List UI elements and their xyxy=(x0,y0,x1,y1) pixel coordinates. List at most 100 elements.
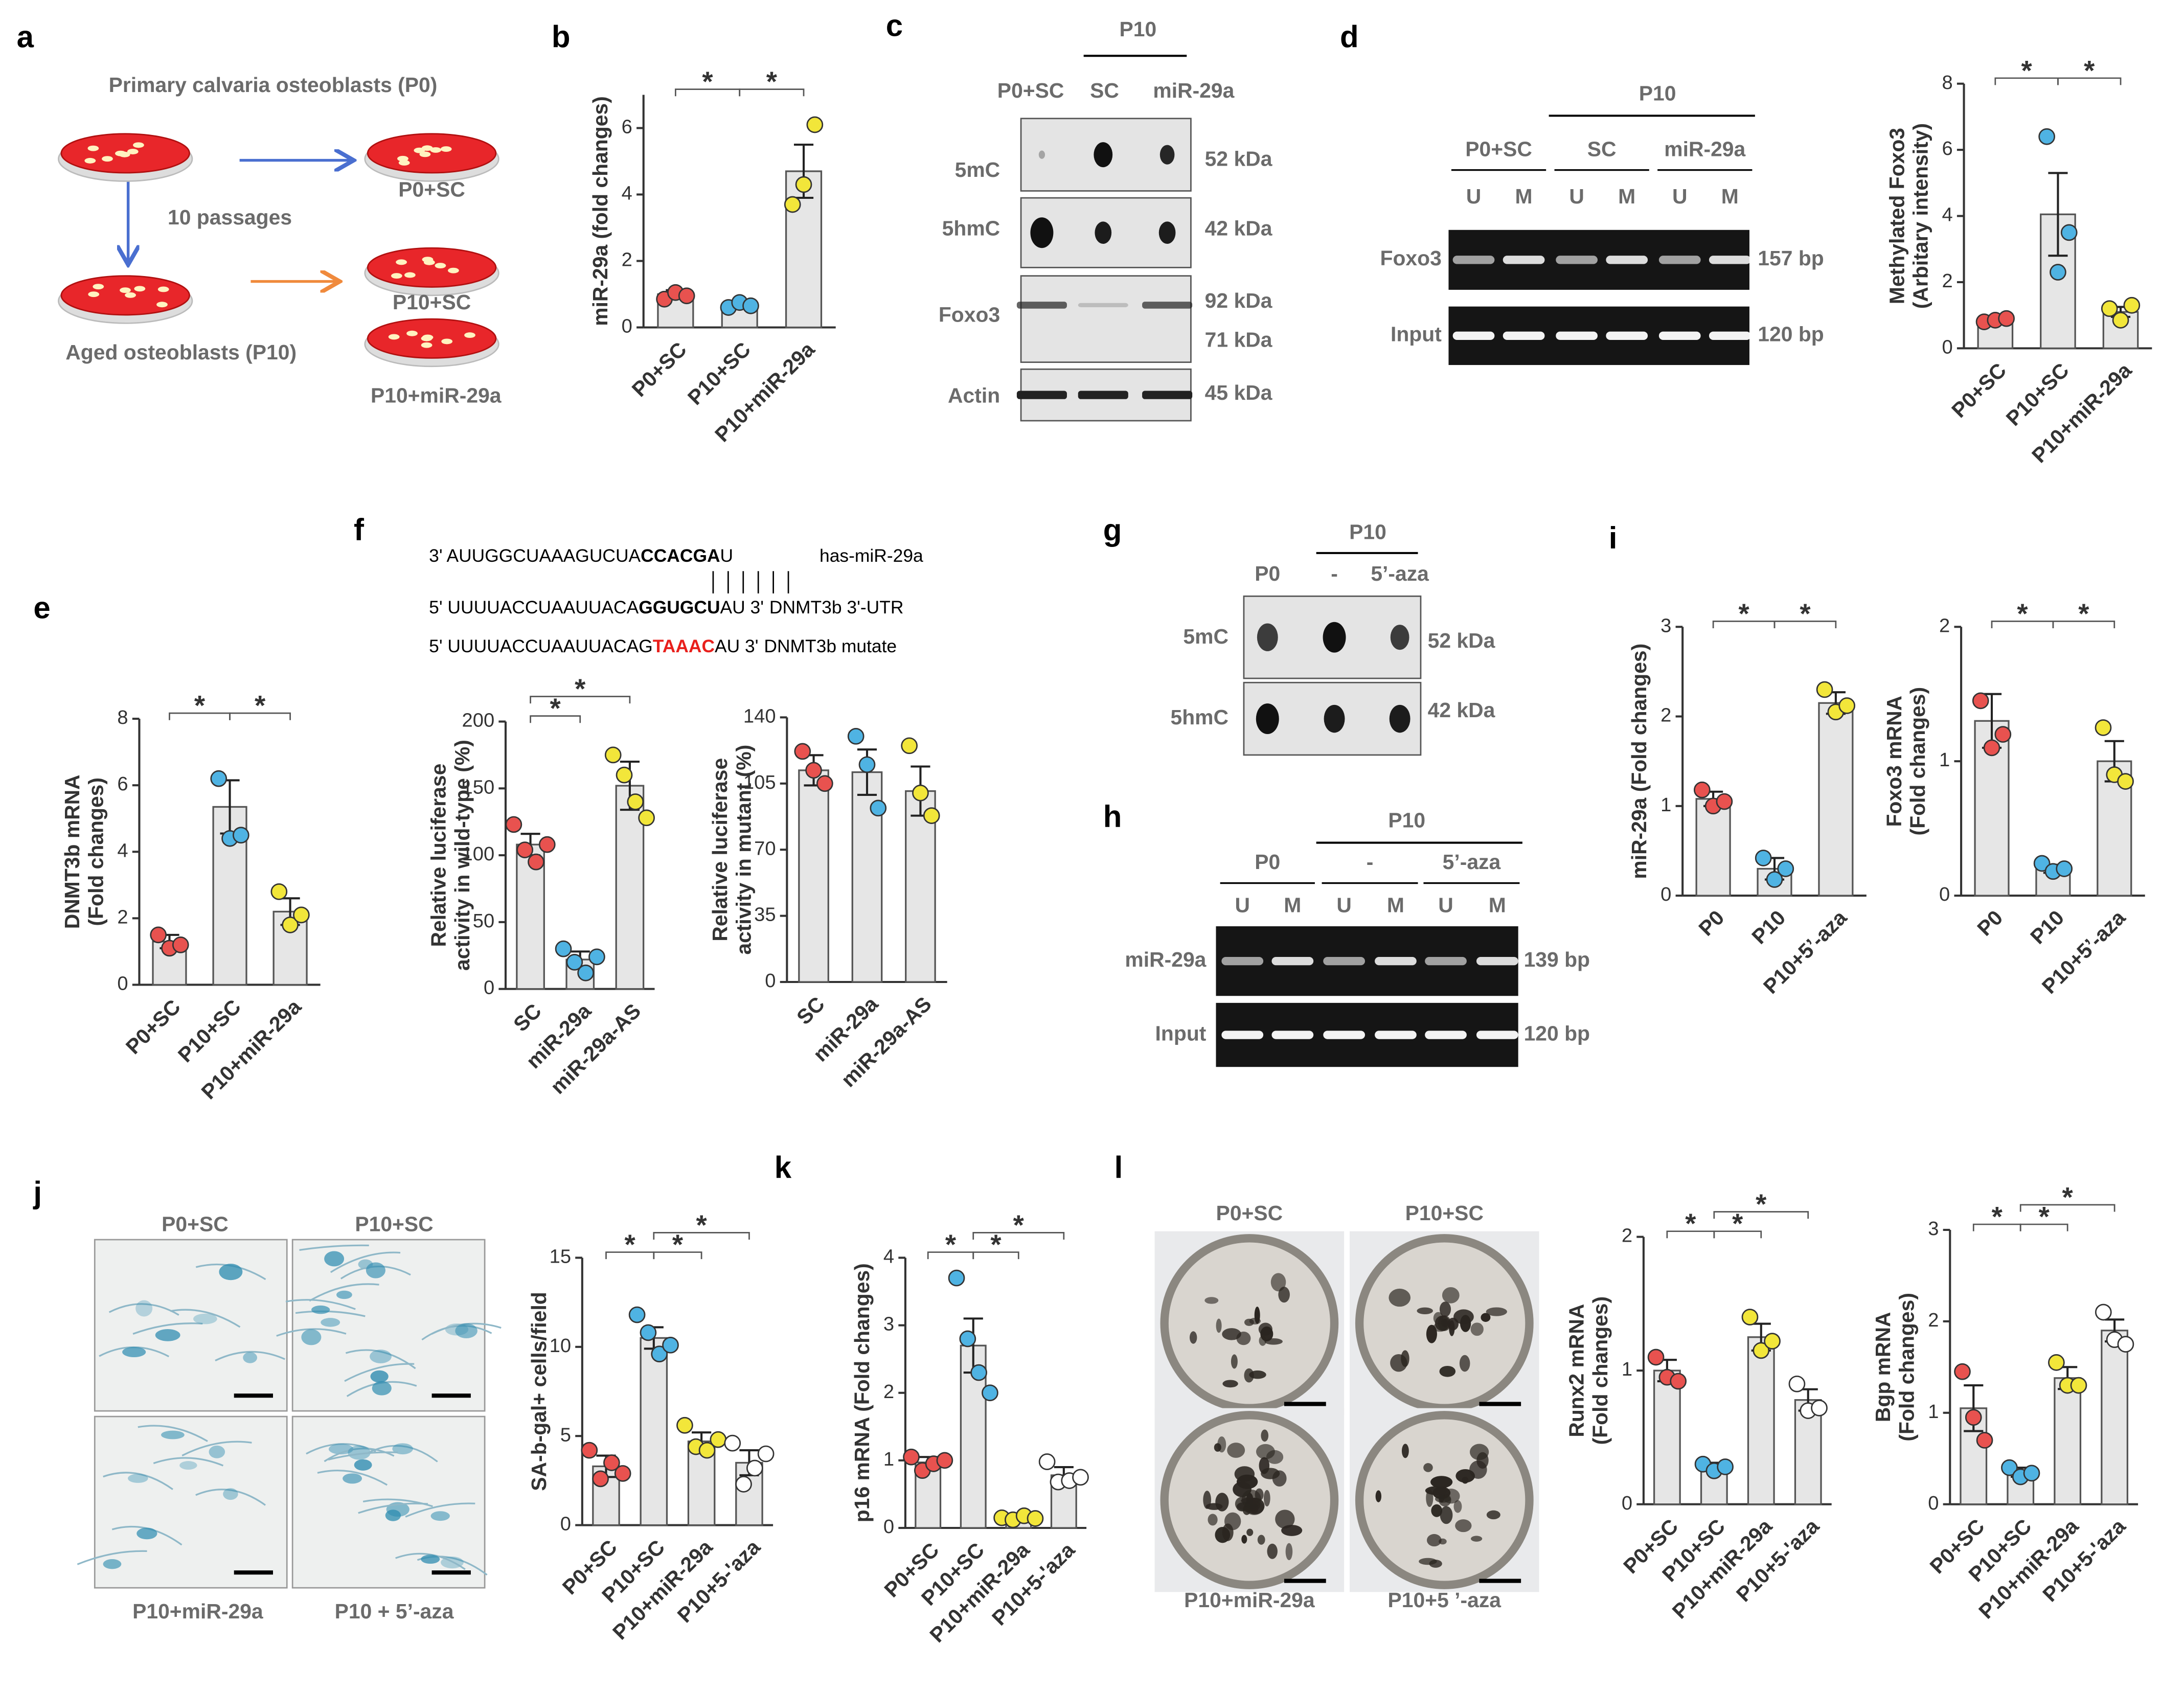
group-label: P10+miR-29a xyxy=(371,384,502,407)
y-axis-label: (Fold changes) xyxy=(1895,1293,1918,1442)
cell xyxy=(134,286,146,292)
y-tick-label: 3 xyxy=(883,1313,894,1335)
x-tick-label: P0 xyxy=(1972,906,2007,941)
bar xyxy=(2101,1330,2129,1505)
y-tick-label: 4 xyxy=(622,182,632,204)
data-point xyxy=(912,784,929,802)
y-tick-label: 1 xyxy=(883,1448,894,1470)
y-tick-label: 3 xyxy=(1928,1218,1939,1240)
significance-label: * xyxy=(575,673,586,704)
cell xyxy=(348,1445,371,1460)
significance-bracket xyxy=(653,1251,702,1260)
data-point xyxy=(678,287,695,305)
data-point xyxy=(2095,1304,2112,1321)
significance-label: * xyxy=(2062,1181,2074,1213)
image-label: P10+miR-29a xyxy=(1184,1588,1315,1612)
y-tick-label: 3 xyxy=(1660,614,1671,636)
data-point xyxy=(698,1442,716,1459)
colony xyxy=(1241,1535,1247,1544)
sequence-part: 5' UUUUACCUAAUUACA xyxy=(429,597,639,618)
colony xyxy=(1440,1506,1453,1524)
y-tick-label: 0 xyxy=(1942,336,1953,358)
significance-label: * xyxy=(194,690,206,721)
data-point xyxy=(2023,1465,2040,1482)
data-point xyxy=(2070,1377,2087,1394)
cell xyxy=(395,1552,466,1570)
data-point xyxy=(616,766,633,784)
size-label: 120 bp xyxy=(1524,1021,1590,1045)
significance-label: * xyxy=(766,66,778,97)
y-tick-label: 1 xyxy=(1939,749,1950,771)
data-point xyxy=(2095,719,2112,736)
cell xyxy=(404,272,416,278)
significance-label: * xyxy=(1685,1208,1696,1239)
significance-bracket xyxy=(1713,1230,1762,1239)
data-point xyxy=(2123,296,2141,314)
size-label: 92 kDa xyxy=(1205,289,1272,312)
significance-bracket xyxy=(1773,620,1837,628)
y-tick-label: 100 xyxy=(462,843,495,865)
panel-letter: f xyxy=(354,513,365,547)
colony xyxy=(1439,1365,1456,1377)
data-point xyxy=(1072,1469,1089,1486)
significance-label: * xyxy=(696,1209,708,1241)
significance-label: * xyxy=(1013,1209,1025,1241)
cell xyxy=(223,1488,238,1500)
data-point xyxy=(232,827,249,844)
y-tick-label: 0 xyxy=(117,973,128,995)
cell xyxy=(179,1461,197,1470)
bar xyxy=(1747,1336,1775,1505)
y-tick-label: 8 xyxy=(117,706,128,728)
y-axis-label: p16 mRNA (Fold changes) xyxy=(850,1263,874,1522)
colony xyxy=(1453,1500,1462,1513)
data-point xyxy=(746,1459,763,1477)
bar xyxy=(1695,798,1731,897)
band xyxy=(1658,256,1701,264)
colony xyxy=(1216,1318,1222,1333)
band xyxy=(1556,256,1598,264)
y-tick-label: 35 xyxy=(754,904,776,926)
micrograph xyxy=(291,1415,486,1589)
row-label: Foxo3 xyxy=(1380,246,1442,270)
data-point xyxy=(847,727,864,745)
band xyxy=(1503,256,1545,264)
cell xyxy=(120,287,131,293)
cell xyxy=(153,1457,224,1467)
significance-label: * xyxy=(672,1229,684,1260)
dot xyxy=(1390,625,1409,650)
image-label: P0+SC xyxy=(162,1213,229,1236)
dot xyxy=(1389,704,1410,733)
data-point xyxy=(1717,1458,1734,1475)
row-label: 5hmC xyxy=(942,217,1000,240)
data-point xyxy=(724,1434,741,1452)
data-point xyxy=(1788,1375,1806,1392)
colony xyxy=(1264,1338,1283,1345)
colony xyxy=(1486,1510,1500,1520)
size-label: 157 bp xyxy=(1758,246,1824,270)
y-tick-label: 0 xyxy=(1928,1492,1939,1514)
panel-letter: e xyxy=(33,590,50,625)
y-axis-label: (Fold changes) xyxy=(1906,687,1929,836)
y-tick-label: 200 xyxy=(462,710,495,732)
dot xyxy=(1094,142,1113,168)
significance-label: * xyxy=(550,693,561,724)
step-label: 10 passages xyxy=(168,205,292,229)
band xyxy=(1142,391,1193,399)
data-point xyxy=(538,836,556,853)
colony xyxy=(1259,1335,1267,1346)
data-point xyxy=(1838,697,1856,714)
data-point xyxy=(1753,1342,1770,1359)
group-label: 5’-aza xyxy=(1443,850,1501,874)
significance-label: * xyxy=(1732,1208,1743,1239)
lane-label: M xyxy=(1515,185,1533,208)
significance-label: * xyxy=(1992,1201,2003,1232)
y-axis-label: Methylated Foxo3 xyxy=(1885,128,1908,304)
y-tick-label: 2 xyxy=(1942,270,1953,292)
data-point xyxy=(735,1475,752,1493)
data-point xyxy=(293,906,310,924)
data-point xyxy=(676,1416,693,1434)
cell xyxy=(448,267,459,273)
sequence: 5' UUUUACCUAAUUACAGTAAACAU 3' DNMT3b muta… xyxy=(429,636,897,656)
dot xyxy=(1256,703,1279,735)
colony xyxy=(1215,1493,1229,1512)
